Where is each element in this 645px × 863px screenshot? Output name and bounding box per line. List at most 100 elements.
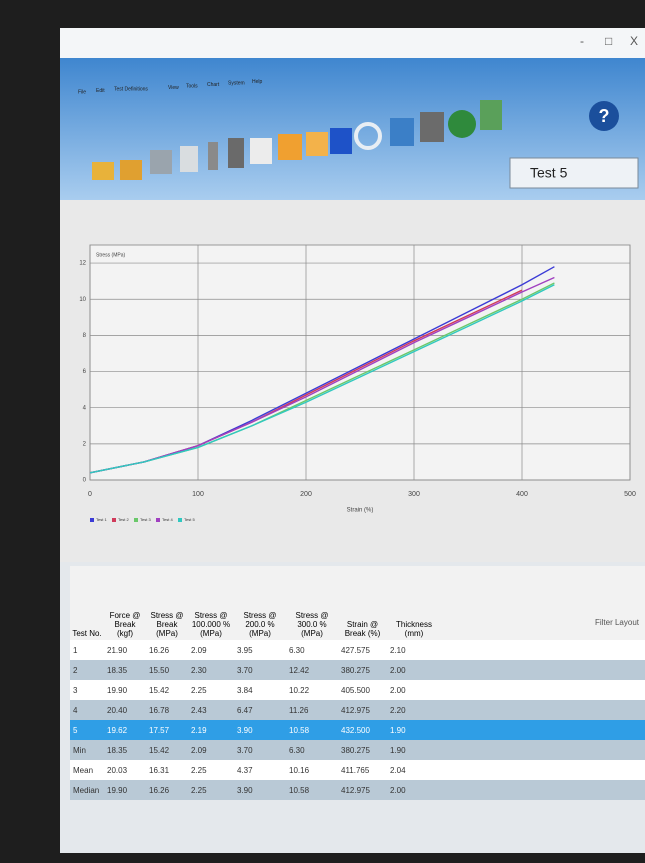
table-cell: 16.31 <box>146 760 188 780</box>
icon-probe[interactable] <box>208 142 218 170</box>
row-filler <box>441 640 645 660</box>
window-control[interactable]: X <box>630 34 638 48</box>
table-cell: Min <box>70 740 104 760</box>
table-cell: 2.19 <box>188 720 234 740</box>
filter-layout[interactable]: Filter Layout <box>595 618 639 627</box>
table-cell: 10.16 <box>286 760 338 780</box>
menu-item[interactable]: Chart <box>207 82 220 88</box>
y-tick-label: 10 <box>79 297 86 303</box>
icon-export[interactable] <box>480 100 502 130</box>
menu-item[interactable]: View <box>168 85 179 91</box>
column-header: Strain @ Break (%) <box>338 566 387 640</box>
table-cell: 2 <box>70 660 104 680</box>
menu-item[interactable]: Edit <box>96 88 105 94</box>
table-cell: 4.37 <box>234 760 286 780</box>
table-cell: 3.90 <box>234 780 286 800</box>
table-cell: Mean <box>70 760 104 780</box>
icon-open[interactable] <box>92 162 114 180</box>
icon-folder[interactable] <box>120 160 142 180</box>
x-tick-label: 200 <box>300 491 312 498</box>
results-table: Test No.Force @ Break (kgf)Stress @ Brea… <box>70 566 645 800</box>
table-cell: 11.26 <box>286 700 338 720</box>
column-header: Stress @ 300.0 % (MPa) <box>286 566 338 640</box>
table-cell: 19.62 <box>104 720 146 740</box>
table-cell: 2.00 <box>387 680 441 700</box>
row-filler <box>441 720 645 740</box>
menu-item[interactable]: Help <box>252 79 263 85</box>
x-tick-label: 500 <box>624 491 636 498</box>
table-cell: 2.43 <box>188 700 234 720</box>
x-tick-label: 400 <box>516 491 528 498</box>
table-cell: 427.575 <box>338 640 387 660</box>
icon-chart3[interactable] <box>330 128 352 154</box>
column-header: Test No. <box>70 566 104 640</box>
table-cell: 18.35 <box>104 740 146 760</box>
table-cell: 2.00 <box>387 660 441 680</box>
icon-db[interactable] <box>420 112 444 142</box>
legend-swatch <box>90 518 94 522</box>
table-cell: 1.90 <box>387 740 441 760</box>
row-filler <box>441 780 645 800</box>
x-tick-label: 100 <box>192 491 204 498</box>
legend-swatch <box>134 518 138 522</box>
table-cell: 2.20 <box>387 700 441 720</box>
table-cell: 380.275 <box>338 740 387 760</box>
window-control[interactable]: □ <box>605 34 612 48</box>
icon-list[interactable] <box>250 138 272 164</box>
page: ? Test 5 -□XFileEditTest DefinitionsView… <box>0 0 645 863</box>
table-cell: 1.90 <box>387 720 441 740</box>
table-cell: 3.84 <box>234 680 286 700</box>
table-cell: 10.58 <box>286 720 338 740</box>
table-cell: 3.90 <box>234 720 286 740</box>
menu-item[interactable]: System <box>228 80 245 86</box>
icon-zoom[interactable] <box>180 146 198 172</box>
table-cell: 6.30 <box>286 640 338 660</box>
table-cell: 412.975 <box>338 780 387 800</box>
menu-item[interactable]: File <box>78 89 86 95</box>
legend-swatch <box>112 518 116 522</box>
menu-item[interactable]: Tools <box>186 83 198 89</box>
table-cell: 405.500 <box>338 680 387 700</box>
table-cell: 2.09 <box>188 640 234 660</box>
table-cell: 2.30 <box>188 660 234 680</box>
column-header: Stress @ Break (MPa) <box>146 566 188 640</box>
icon-print[interactable] <box>150 150 172 174</box>
table-cell: 18.35 <box>104 660 146 680</box>
x-axis-label: Strain (%) <box>347 508 374 514</box>
table-cell: 3.95 <box>234 640 286 660</box>
window-control[interactable]: - <box>580 34 584 48</box>
y-axis-label: Stress (MPa) <box>96 252 126 258</box>
help-icon: ? <box>599 106 610 126</box>
table-cell: 6.30 <box>286 740 338 760</box>
icon-tools[interactable] <box>390 118 414 146</box>
table-cell: 15.50 <box>146 660 188 680</box>
header-filler <box>441 566 645 640</box>
row-filler <box>441 740 645 760</box>
icon-chart2[interactable] <box>306 132 328 156</box>
row-filler <box>441 760 645 780</box>
column-header: Stress @ 100.000 % (MPa) <box>188 566 234 640</box>
table-cell: 412.975 <box>338 700 387 720</box>
table-cell: Median <box>70 780 104 800</box>
table-cell: 16.26 <box>146 780 188 800</box>
table-cell: 20.40 <box>104 700 146 720</box>
table-cell: 411.765 <box>338 760 387 780</box>
table-cell: 4 <box>70 700 104 720</box>
table-cell: 6.47 <box>234 700 286 720</box>
menu-item[interactable]: Test Definitions <box>114 86 148 92</box>
table-cell: 2.10 <box>387 640 441 660</box>
icon-chart1[interactable] <box>278 134 302 160</box>
table-cell: 2.00 <box>387 780 441 800</box>
table-cell: 2.04 <box>387 760 441 780</box>
icon-globe[interactable] <box>448 110 476 138</box>
table-cell: 3.70 <box>234 660 286 680</box>
icon-delete[interactable] <box>228 138 244 168</box>
